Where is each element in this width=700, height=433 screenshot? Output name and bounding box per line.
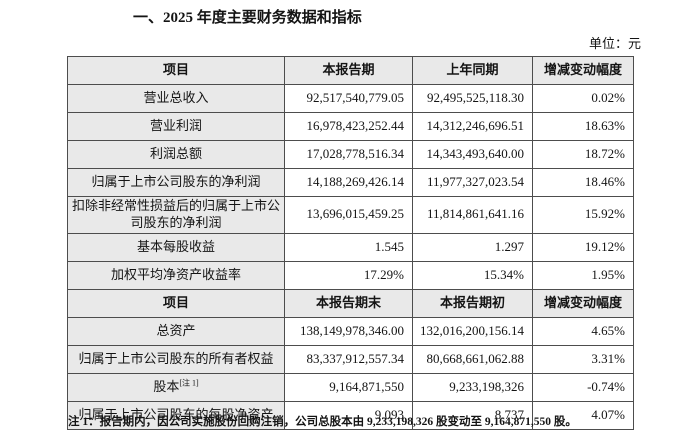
row-label: 营业利润 bbox=[67, 112, 285, 141]
value-cell: 11,977,327,023.54 bbox=[412, 168, 533, 197]
value-cell: 18.63% bbox=[532, 112, 634, 141]
table-row: 归属于上市公司股东的每股净资产 9.093 8.737 4.07% bbox=[67, 400, 634, 430]
value-cell: 138,149,978,346.00 bbox=[284, 316, 413, 346]
value-cell: 14,188,269,426.14 bbox=[284, 168, 413, 197]
table-row: 营业利润 16,978,423,252.44 14,312,246,696.51 18… bbox=[67, 112, 634, 141]
value-cell: 15.34% bbox=[412, 260, 533, 290]
financial-indicators-table: 项目 本报告期 上年同期 增减变动幅度 营业总收入 92,517,540,779.05 92… bbox=[67, 56, 634, 430]
financial-table-body: 项目 本报告期 上年同期 增减变动幅度 营业总收入 92,517,540,779.05 92… bbox=[67, 56, 634, 430]
footnote: 注 1：报告期内，因公司实施股份回购注销，公司总股本由 9,233,198,32… bbox=[68, 416, 577, 428]
row-label: 基本每股收益 bbox=[67, 232, 285, 262]
table-row: 利润总额 17,028,778,516.34 14,343,493,640.00 18… bbox=[67, 140, 634, 169]
value-cell: 3.31% bbox=[532, 344, 634, 374]
value-cell: 83,337,912,557.34 bbox=[284, 344, 413, 374]
row-label: 归属于上市公司股东的所有者权益 bbox=[67, 344, 285, 374]
value-cell: 8.737 bbox=[412, 400, 533, 430]
value-cell: 19.12% bbox=[532, 232, 634, 262]
value-cell: -0.74% bbox=[532, 372, 634, 402]
unit-label: 单位：元 bbox=[588, 36, 641, 51]
value-cell: 14,312,246,696.51 bbox=[412, 112, 533, 141]
value-cell: 17,028,778,516.34 bbox=[284, 140, 413, 169]
header-cell: 上年同期 bbox=[412, 56, 533, 85]
table-row: 总资产 138,149,978,346.00 132,016,200,156.14 4… bbox=[67, 316, 634, 346]
value-cell: 132,016,200,156.14 bbox=[412, 316, 533, 346]
value-cell: 0.02% bbox=[532, 84, 634, 113]
value-cell: 9,233,198,326 bbox=[412, 372, 533, 402]
header-cell: 项目 bbox=[67, 288, 285, 318]
row-label: 利润总额 bbox=[67, 140, 285, 169]
table-row: 扣除非经常性损益后的归属于上市公司股东的净利润 13,696,015,459.25… bbox=[67, 196, 634, 234]
table-row: 营业总收入 92,517,540,779.05 92,495,525,118.30 0… bbox=[67, 84, 634, 113]
value-cell: 80,668,661,062.88 bbox=[412, 344, 533, 374]
header-row: 项目 本报告期末 本报告期初 增减变动幅度 bbox=[67, 288, 634, 318]
value-cell: 14,343,493,640.00 bbox=[412, 140, 533, 169]
header-cell: 本报告期末 bbox=[284, 288, 413, 318]
row-label: 扣除非经常性损益后的归属于上市公司股东的净利润 bbox=[67, 196, 285, 234]
page-title: 一、2025 年度主要财务数据和指标 bbox=[133, 10, 362, 26]
value-cell: 17.29% bbox=[284, 260, 413, 290]
value-cell: 16,978,423,252.44 bbox=[284, 112, 413, 141]
value-cell: 1.297 bbox=[412, 232, 533, 262]
value-cell: 92,495,525,118.30 bbox=[412, 84, 533, 113]
value-cell: 4.07% bbox=[532, 400, 634, 430]
header-cell: 本报告期初 bbox=[412, 288, 533, 318]
row-label: 营业总收入 bbox=[67, 84, 285, 113]
value-cell: 1.545 bbox=[284, 232, 413, 262]
value-cell: 18.72% bbox=[532, 140, 634, 169]
table-row: 归属于上市公司股东的所有者权益 83,337,912,557.34 80,668,6… bbox=[67, 344, 634, 374]
table-row: 基本每股收益 1.545 1.297 19.12% bbox=[67, 232, 634, 262]
row-label: 加权平均净资产收益率 bbox=[67, 260, 285, 290]
value-cell: 9.093 bbox=[284, 400, 413, 430]
value-cell: 13,696,015,459.25 bbox=[284, 196, 413, 234]
header-cell: 增减变动幅度 bbox=[532, 56, 634, 85]
row-label: 归属于上市公司股东的每股净资产 bbox=[67, 400, 285, 430]
row-label: 股本[注 1] bbox=[67, 372, 285, 402]
table-row: 加权平均净资产收益率 17.29% 15.34% 1.95% bbox=[67, 260, 634, 290]
row-label: 归属于上市公司股东的净利润 bbox=[67, 168, 285, 197]
table-row: 股本[注 1] 9,164,871,550 9,233,198,326 -0.74% bbox=[67, 372, 634, 402]
value-cell: 1.95% bbox=[532, 260, 634, 290]
table-row: 归属于上市公司股东的净利润 14,188,269,426.14 11,977,327… bbox=[67, 168, 634, 197]
value-cell: 4.65% bbox=[532, 316, 634, 346]
header-cell: 项目 bbox=[67, 56, 285, 85]
value-cell: 11,814,861,641.16 bbox=[412, 196, 533, 234]
row-label: 总资产 bbox=[67, 316, 285, 346]
header-row: 项目 本报告期 上年同期 增减变动幅度 bbox=[67, 56, 634, 85]
value-cell: 15.92% bbox=[532, 196, 634, 234]
footnote-ref: [注 1] bbox=[179, 378, 199, 388]
value-cell: 92,517,540,779.05 bbox=[284, 84, 413, 113]
value-cell: 9,164,871,550 bbox=[284, 372, 413, 402]
header-cell: 本报告期 bbox=[284, 56, 413, 85]
value-cell: 18.46% bbox=[532, 168, 634, 197]
header-cell: 增减变动幅度 bbox=[532, 288, 634, 318]
